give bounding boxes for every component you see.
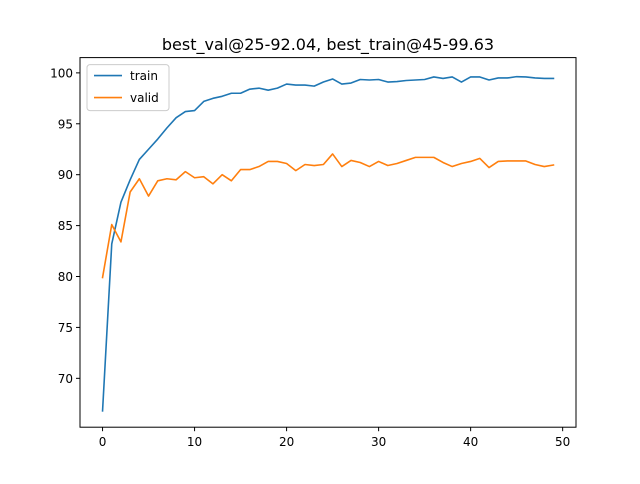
x-tick-label: 20 — [279, 435, 294, 449]
y-axis: 70 75 80 85 90 95 100 — [50, 66, 80, 386]
y-tick-label: 95 — [58, 117, 73, 131]
x-tick-label: 50 — [555, 435, 570, 449]
x-tick-label: 30 — [371, 435, 386, 449]
legend-label-train: train — [130, 69, 158, 83]
y-tick-label: 80 — [58, 270, 73, 284]
y-tick-label: 75 — [58, 321, 73, 335]
x-axis: 0 10 20 30 40 50 — [99, 427, 570, 449]
series-line-valid — [101, 153, 555, 279]
y-tick-label: 90 — [58, 168, 73, 182]
legend: train valid — [86, 64, 170, 112]
y-tick-label: 70 — [58, 372, 73, 386]
series-line-train — [101, 75, 555, 412]
series-layer — [101, 75, 555, 412]
x-tick-label: 10 — [187, 435, 202, 449]
y-tick-label: 100 — [50, 66, 73, 80]
chart-title: best_val@25-92.04, best_train@45-99.63 — [162, 35, 494, 55]
y-tick-label: 85 — [58, 219, 73, 233]
x-tick-label: 40 — [463, 435, 478, 449]
legend-label-valid: valid — [130, 91, 159, 105]
x-tick-label: 0 — [99, 435, 107, 449]
axes-frame — [79, 57, 577, 428]
